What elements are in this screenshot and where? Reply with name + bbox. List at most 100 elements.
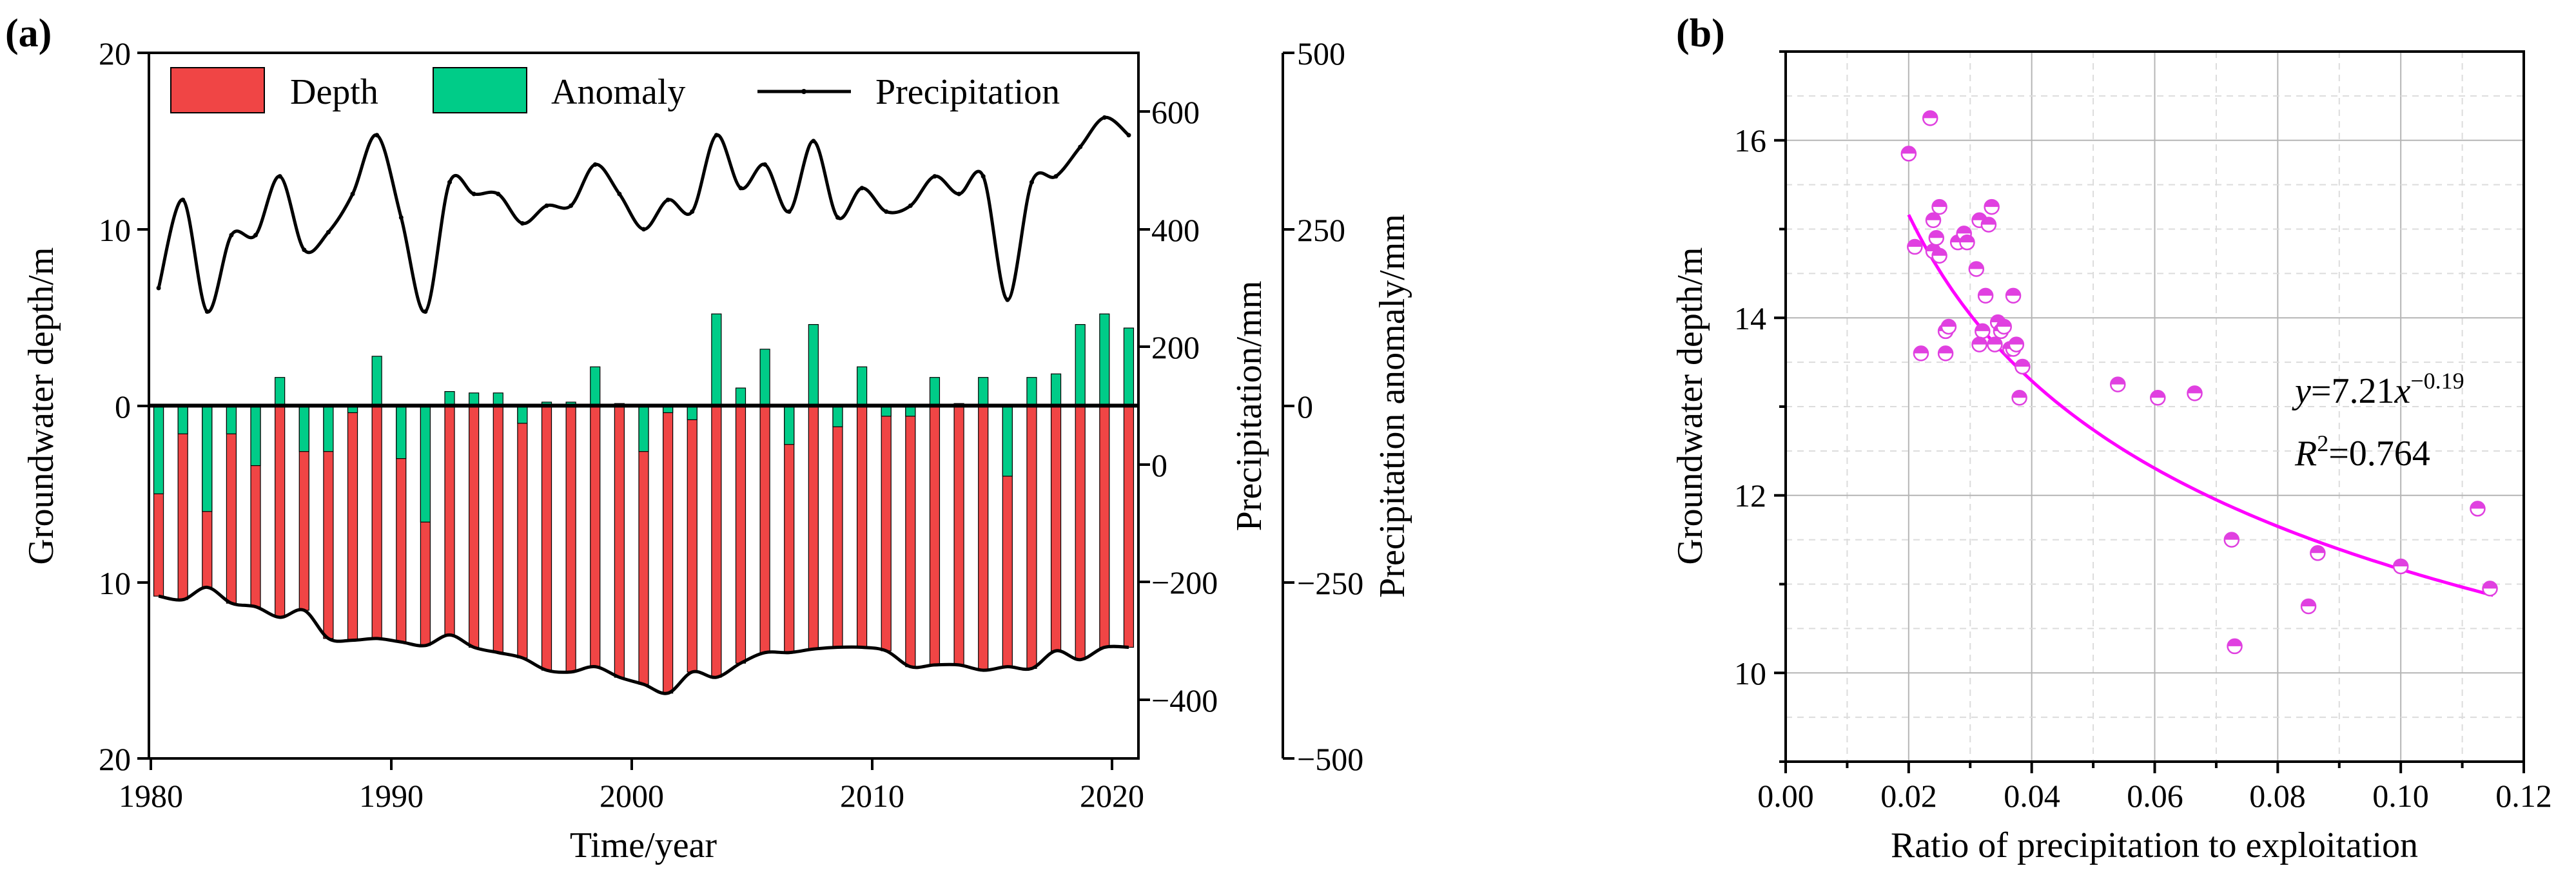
x-tick-label: 0.06 <box>2127 778 2183 814</box>
yright1-tick-label: 400 <box>1151 212 1200 248</box>
anomaly-bar <box>250 405 261 467</box>
scatter-point-fill <box>1978 288 1993 296</box>
precipitation-marker <box>1102 115 1107 120</box>
anomaly-bar <box>711 313 722 407</box>
scatter-point-fill <box>2111 377 2125 385</box>
depth-bar <box>759 405 770 653</box>
precipitation-marker <box>932 174 937 179</box>
y-tick-label: 16 <box>1734 122 1766 159</box>
x-axis-title: Ratio of precipitation to exploitation <box>1891 825 2418 865</box>
scatter-point-fill <box>2470 501 2485 509</box>
x-tick-label: 0.00 <box>1757 778 1814 814</box>
scatter-point-fill <box>2310 546 2325 554</box>
depth-bar <box>1099 405 1110 648</box>
scatter-point-fill <box>1972 213 1987 220</box>
precipitation-marker <box>714 133 719 138</box>
fit-equation: y=7.21x−0.19 <box>2292 368 2464 411</box>
anomaly-bar <box>759 349 770 407</box>
depth-bar <box>541 405 552 671</box>
depth-bar <box>469 405 480 648</box>
anomaly-bar <box>978 377 989 407</box>
precipitation-marker <box>1078 144 1083 149</box>
anomaly-bar <box>444 390 455 407</box>
depth-bar <box>517 405 528 659</box>
depth-bar <box>808 405 819 650</box>
yright2-tick-label: 500 <box>1297 35 1345 72</box>
anomaly-bar <box>298 405 309 452</box>
precipitation-marker <box>181 197 186 202</box>
scatter-point-fill <box>1984 200 1999 207</box>
x-tick-label: 2000 <box>600 778 664 814</box>
scatter-point-fill <box>1960 235 1975 243</box>
yright2-tick-label: 0 <box>1297 389 1313 425</box>
x-tick-label: 0.12 <box>2495 778 2552 814</box>
anomaly-bar <box>590 366 601 407</box>
x-axis: 1980 1990 2000 2010 2020 Time/year <box>119 758 1144 865</box>
precipitation-marker <box>738 186 743 191</box>
depth-bar <box>444 405 455 635</box>
anomaly-bar <box>784 405 795 445</box>
anomaly-bar <box>371 356 382 407</box>
scatter-point-fill <box>1932 248 1947 256</box>
scatter-point-fill <box>1926 213 1940 220</box>
anomaly-bar <box>177 405 188 434</box>
x-tick-label: 2010 <box>840 778 904 814</box>
precipitation-marker <box>302 247 307 253</box>
scatter-point-fill <box>1908 240 1922 247</box>
anomaly-bar <box>1026 377 1037 407</box>
anomaly-bar <box>687 405 698 420</box>
x-tick-label: 2020 <box>1080 778 1144 814</box>
yright1-tick-label: 0 <box>1151 447 1167 483</box>
y-tick-label: 10 <box>1734 655 1766 691</box>
scatter-point-fill <box>1981 217 1996 225</box>
yright1-tick-label: −200 <box>1151 564 1218 601</box>
precipitation-line <box>157 115 1130 314</box>
anomaly-bar <box>929 377 941 407</box>
depth-bar <box>1050 405 1062 651</box>
depth-bar <box>614 405 625 678</box>
scatter-point-fill <box>1972 337 1987 345</box>
legend-label-precipitation: Precipitation <box>875 72 1060 112</box>
precipitation-marker <box>1053 174 1059 179</box>
precipitation-marker <box>1029 180 1034 185</box>
precipitation-marker <box>375 133 380 138</box>
precipitation-marker <box>156 285 161 291</box>
depth-bar <box>711 405 722 678</box>
y-tick-label: 14 <box>1734 300 1766 336</box>
anomaly-bar <box>1075 323 1086 407</box>
x-tick-label: 0.08 <box>2249 778 2306 814</box>
precipitation-marker <box>908 203 913 208</box>
yright1-tick-label: 200 <box>1151 329 1200 365</box>
legend: Depth Anomaly Precipitation <box>170 67 1060 113</box>
anomaly-bar <box>153 405 164 494</box>
yleft-tick-label: 20 <box>99 35 131 72</box>
precipitation-marker <box>569 203 574 208</box>
scatter-point-fill <box>1996 320 2011 327</box>
precipitation-marker <box>811 139 816 144</box>
yleft-tick-label: 10 <box>99 565 131 601</box>
scatter-point-fill <box>2006 288 2021 296</box>
yright1-axis-title: Precipitation/mm <box>1229 281 1269 532</box>
precipitation-marker <box>1126 133 1131 138</box>
scatter-point-fill <box>1913 346 1928 354</box>
legend-label-depth: Depth <box>290 72 378 112</box>
precipitation-marker <box>1005 297 1010 302</box>
depth-bar <box>226 405 237 604</box>
precipitation-marker <box>641 227 646 232</box>
anomaly-bar <box>638 405 649 452</box>
precipitation-marker <box>835 215 840 220</box>
depth-bar <box>371 405 382 639</box>
yright1-tick-label: 600 <box>1151 94 1200 130</box>
panel-b-label: (b) <box>1676 12 1725 55</box>
fit-eq-x: x <box>2394 371 2410 411</box>
right-axis-anomaly: 500 250 0 −250 −500 Precipitation anomal… <box>1282 35 1412 777</box>
anomaly-bar <box>1050 373 1062 407</box>
y-tick-label: 12 <box>1734 477 1766 514</box>
scatter-point-fill <box>1901 146 1916 154</box>
scatter-point-fill <box>1923 111 1938 119</box>
scatter-point-fill <box>2187 386 2202 394</box>
legend-marker-precipitation <box>801 89 806 94</box>
x-axis: 0.00 0.02 0.04 0.06 0.08 0.10 0.12 Ratio… <box>1757 762 2552 865</box>
x-tick-label: 0.10 <box>2372 778 2429 814</box>
